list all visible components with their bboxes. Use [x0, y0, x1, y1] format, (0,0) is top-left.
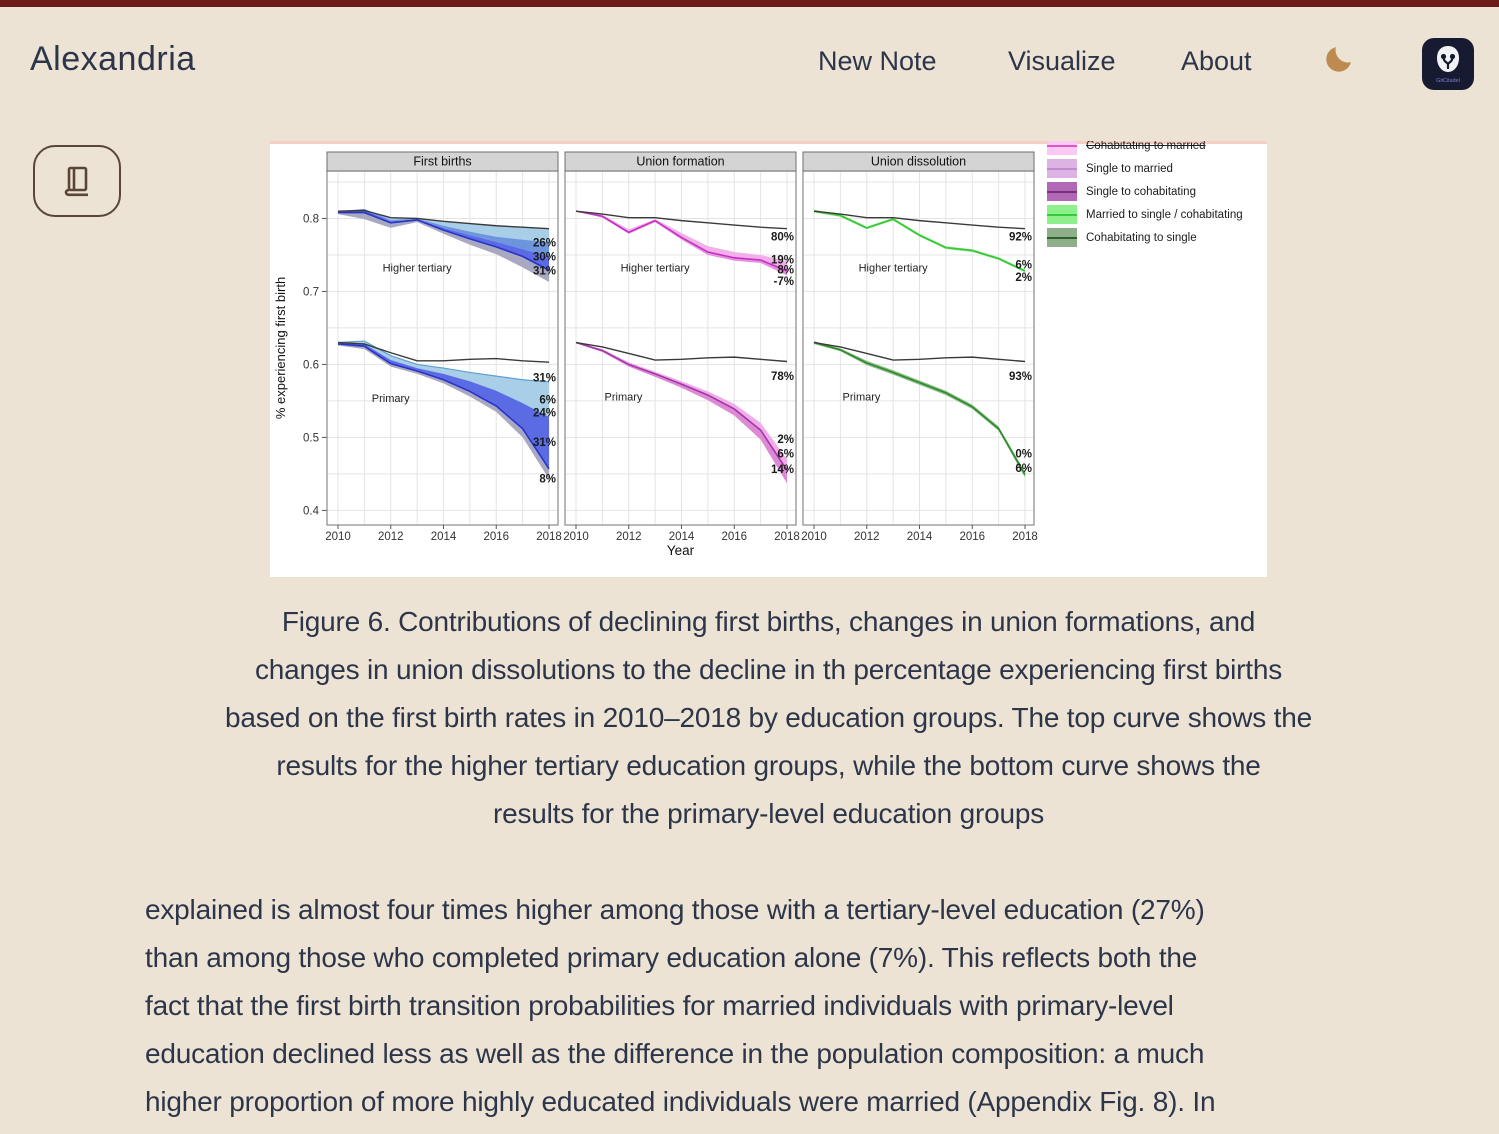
svg-text:Higher tertiary: Higher tertiary: [383, 262, 453, 274]
svg-text:2%: 2%: [777, 434, 794, 446]
body-line: education declined less as well as the d…: [145, 1038, 1205, 1069]
figure-cropped-edge: [270, 141, 1267, 144]
svg-text:Year: Year: [667, 543, 695, 558]
svg-text:8%: 8%: [777, 265, 794, 277]
svg-text:26%: 26%: [533, 238, 556, 250]
legend-label: Single to cohabitating: [1086, 185, 1196, 198]
svg-text:0%: 0%: [1015, 448, 1032, 460]
svg-text:0.6: 0.6: [303, 359, 319, 371]
svg-text:First births: First births: [413, 155, 471, 169]
svg-text:% experiencing first birth: % experiencing first birth: [273, 277, 288, 419]
nav-visualize[interactable]: Visualize: [1008, 46, 1116, 76]
legend-item: Married to single / cohabitating: [1047, 203, 1243, 226]
article-paragraph: explained is almost four times higher am…: [145, 886, 1395, 1134]
svg-text:24%: 24%: [533, 408, 556, 420]
svg-text:2014: 2014: [669, 531, 695, 543]
svg-text:31%: 31%: [533, 265, 556, 277]
svg-text:Union formation: Union formation: [636, 155, 724, 169]
svg-text:2014: 2014: [907, 531, 933, 543]
svg-text:2%: 2%: [1015, 272, 1032, 284]
brand-title[interactable]: Alexandria: [30, 40, 196, 78]
svg-text:93%: 93%: [1009, 371, 1032, 383]
svg-text:30%: 30%: [533, 251, 556, 263]
caption-line: changes in union dissolutions to the dec…: [254, 654, 1283, 685]
svg-text:31%: 31%: [533, 373, 556, 385]
svg-text:2010: 2010: [563, 531, 589, 543]
legend-swatch: [1047, 182, 1077, 201]
svg-text:2016: 2016: [483, 531, 509, 543]
reader-view-button[interactable]: [33, 145, 121, 217]
caption-line: based on the first birth rates in 2010–2…: [224, 702, 1313, 733]
figure-caption: Figure 6. Contributions of declining fir…: [145, 598, 1392, 838]
svg-text:2018: 2018: [1012, 531, 1038, 543]
svg-text:2016: 2016: [959, 531, 985, 543]
svg-text:2010: 2010: [801, 531, 827, 543]
legend-label: Single to married: [1086, 162, 1173, 175]
logo-text: GitCitadel: [1436, 78, 1460, 84]
svg-text:2016: 2016: [721, 531, 747, 543]
svg-text:6%: 6%: [777, 448, 794, 460]
gitcitadel-logo-icon: GitCitadel: [1436, 46, 1460, 84]
gitcitadel-logo[interactable]: GitCitadel: [1422, 38, 1474, 90]
svg-text:2018: 2018: [774, 531, 800, 543]
top-accent-strip: [0, 0, 1499, 7]
svg-text:Primary: Primary: [605, 392, 643, 404]
legend-item: Single to married: [1047, 157, 1243, 180]
svg-text:2012: 2012: [378, 531, 404, 543]
svg-text:6%: 6%: [539, 394, 556, 406]
svg-text:31%: 31%: [533, 437, 556, 449]
svg-text:14%: 14%: [771, 464, 794, 476]
svg-text:19%: 19%: [771, 254, 794, 266]
svg-text:0.4: 0.4: [303, 505, 320, 517]
svg-text:6%: 6%: [1015, 259, 1032, 271]
svg-text:2012: 2012: [854, 531, 880, 543]
svg-text:78%: 78%: [771, 371, 794, 383]
legend-label: Cohabitating to single: [1086, 231, 1197, 244]
svg-text:Union dissolution: Union dissolution: [871, 155, 966, 169]
legend-label: Married to single / cohabitating: [1086, 208, 1243, 221]
caption-line: results for the primary-level education …: [492, 798, 1045, 829]
legend-swatch: [1047, 141, 1077, 155]
caption-line: results for the higher tertiary educatio…: [276, 750, 1261, 781]
svg-text:2010: 2010: [325, 531, 351, 543]
legend-item: Cohabitating to married: [1047, 141, 1243, 157]
figure-image: 0.4 0.5 0.6 0.7 0.8 % experiencing first birt…: [270, 141, 1267, 577]
dark-mode-toggle[interactable]: [1322, 42, 1356, 76]
svg-text:2018: 2018: [536, 531, 562, 543]
body-line: than among those who completed primary e…: [145, 942, 1198, 973]
legend-item: Cohabitating to single: [1047, 226, 1243, 249]
svg-text:92%: 92%: [1009, 232, 1032, 244]
svg-text:0.5: 0.5: [303, 432, 319, 444]
legend-label: Cohabitating to married: [1086, 141, 1206, 152]
svg-text:Higher tertiary: Higher tertiary: [621, 262, 691, 274]
svg-text:6%: 6%: [1015, 463, 1032, 475]
svg-text:0.8: 0.8: [303, 213, 319, 225]
svg-text:2014: 2014: [431, 531, 457, 543]
svg-text:8%: 8%: [539, 473, 556, 485]
svg-text:2012: 2012: [616, 531, 642, 543]
body-line-partial: particular, the decline in union formati…: [145, 1126, 1395, 1134]
caption-line: Figure 6. Contributions of declining fir…: [281, 606, 1256, 637]
figure-chart: 0.4 0.5 0.6 0.7 0.8 % experiencing first birt…: [273, 151, 1038, 558]
svg-text:0.7: 0.7: [303, 286, 319, 298]
nav-new-note[interactable]: New Note: [818, 46, 937, 76]
legend-swatch: [1047, 205, 1077, 224]
svg-text:Primary: Primary: [843, 392, 881, 404]
nav-about[interactable]: About: [1181, 46, 1252, 76]
chart-legend: Cohabitating to married Single to married…: [1047, 141, 1243, 249]
body-line: explained is almost four times higher am…: [145, 894, 1205, 925]
svg-text:-7%: -7%: [774, 276, 794, 288]
legend-swatch: [1047, 228, 1077, 247]
book-icon: [64, 166, 88, 197]
moon-icon: [1326, 47, 1351, 72]
body-line: higher proportion of more highly educate…: [145, 1086, 1216, 1117]
body-line: fact that the first birth transition pro…: [145, 990, 1174, 1021]
svg-text:80%: 80%: [771, 232, 794, 244]
svg-text:Primary: Primary: [372, 393, 410, 405]
legend-swatch: [1047, 159, 1077, 178]
svg-text:Higher tertiary: Higher tertiary: [859, 262, 929, 274]
legend-item: Single to cohabitating: [1047, 180, 1243, 203]
